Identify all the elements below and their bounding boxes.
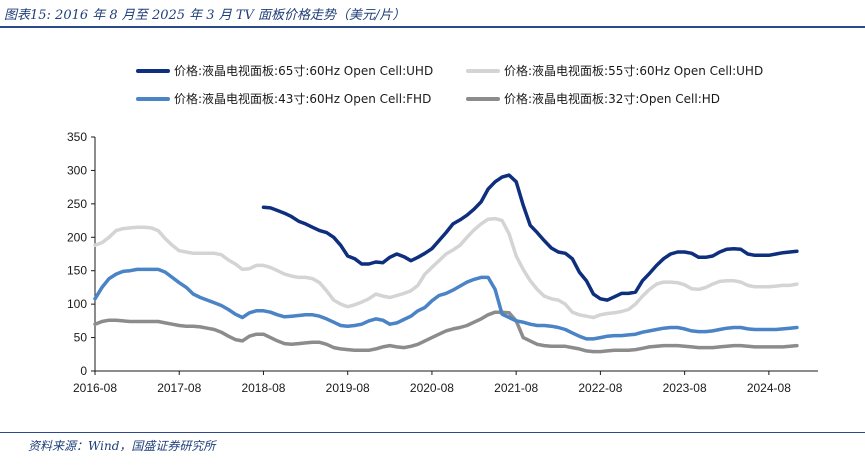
x-tick-label: 2023-08 bbox=[663, 381, 707, 395]
legend-label-0: 价格:液晶电视面板:65寸:60Hz Open Cell:UHD bbox=[174, 63, 433, 78]
axes: 0 50 100 150 200 250 300 350 2016-08 2017-08 2018-… bbox=[67, 130, 818, 395]
legend-label-3: 价格:液晶电视面板:32寸:Open Cell:HD bbox=[504, 91, 720, 106]
legend-label-2: 价格:液晶电视面板:43寸:60Hz Open Cell:FHD bbox=[174, 91, 431, 106]
x-tick-label: 2016-08 bbox=[73, 381, 117, 395]
x-tick-label: 2019-08 bbox=[326, 381, 370, 395]
y-tick-label: 50 bbox=[74, 331, 88, 345]
y-tick-label: 300 bbox=[67, 163, 87, 177]
y-tick-label: 0 bbox=[80, 364, 87, 378]
series-lines bbox=[93, 173, 799, 354]
x-tick-label: 2017-08 bbox=[157, 381, 201, 395]
y-tick-label: 150 bbox=[67, 264, 87, 278]
chart-title: 图表15: 2016 年 8 月至 2025 年 3 月 TV 面板价格走势（美… bbox=[4, 8, 406, 23]
title-rule bbox=[0, 26, 865, 28]
legend-label-1: 价格:液晶电视面板:55寸:60Hz Open Cell:UHD bbox=[504, 63, 763, 78]
series-line-2 bbox=[93, 267, 799, 341]
series-line-1 bbox=[93, 216, 799, 320]
x-tick-label: 2021-08 bbox=[494, 381, 538, 395]
y-tick-label: 250 bbox=[67, 197, 87, 211]
x-tick-label: 2018-08 bbox=[241, 381, 285, 395]
x-tick-label: 2024-08 bbox=[747, 381, 791, 395]
series-line-0 bbox=[261, 173, 799, 302]
series-line-3 bbox=[93, 310, 799, 354]
y-tick-label: 350 bbox=[67, 130, 87, 144]
y-tick-label: 200 bbox=[67, 230, 87, 244]
source-note: 资料来源：Wind，国盛证券研究所 bbox=[28, 439, 216, 453]
line-chart: 价格:液晶电视面板:65寸:60Hz Open Cell:UHD 价格:液晶电视面… bbox=[67, 63, 818, 395]
x-tick-label: 2022-08 bbox=[578, 381, 622, 395]
footer-rule bbox=[0, 432, 865, 433]
legend: 价格:液晶电视面板:65寸:60Hz Open Cell:UHD 价格:液晶电视面… bbox=[136, 63, 763, 106]
y-tick-label: 100 bbox=[67, 297, 87, 311]
x-tick-label: 2020-08 bbox=[410, 381, 454, 395]
